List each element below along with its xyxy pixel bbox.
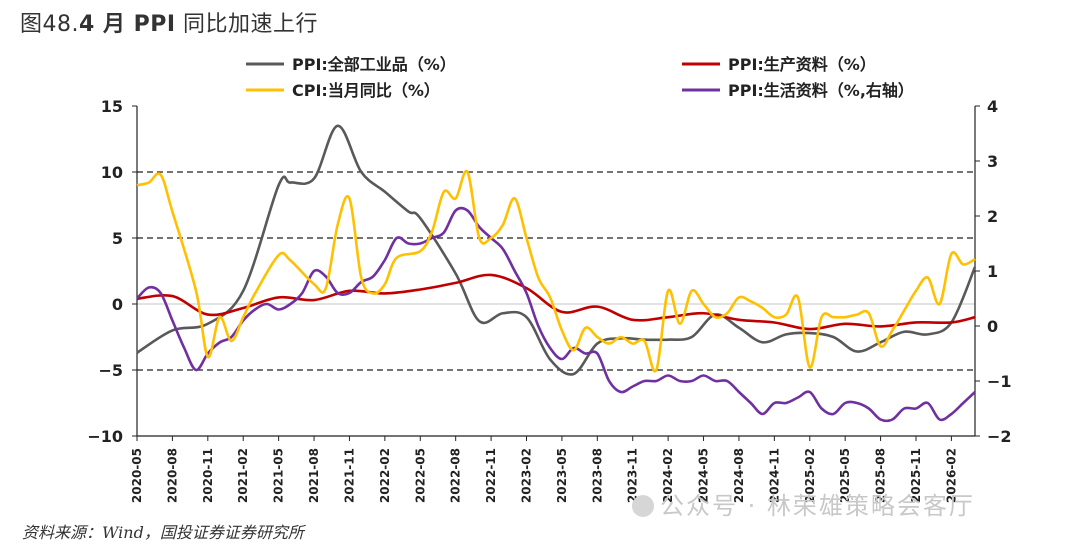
legend-label: CPI:当月同比（%）	[292, 81, 440, 100]
x-tick-label: 2026-02	[944, 448, 958, 503]
x-tick-label: 2025-11	[909, 448, 923, 503]
left-tick-label: −5	[98, 361, 123, 380]
x-tick-label: 2023-11	[626, 448, 640, 503]
left-tick-label: −10	[87, 427, 123, 446]
x-tick-label: 2020-08	[165, 448, 179, 503]
x-tick-label: 2024-11	[767, 448, 781, 503]
series-line-3	[136, 206, 976, 423]
title-suffix: 同比加速上行	[175, 12, 319, 37]
x-tick-label: 2025-05	[838, 448, 852, 503]
legend-label: PPI:全部工业品（%）	[292, 55, 456, 74]
page-title: 图48.4 月 PPI 同比加速上行	[20, 6, 318, 38]
legend-label: PPI:生活资料（%,右轴）	[728, 81, 914, 100]
left-tick-label: 5	[112, 229, 123, 248]
series-line-1	[136, 273, 976, 331]
x-tick-label: 2025-02	[803, 448, 817, 503]
left-tick-label: 0	[112, 295, 123, 314]
title-prefix: 图48.	[20, 12, 79, 37]
x-tick-label: 2021-02	[236, 448, 250, 503]
x-tick-label: 2020-11	[201, 448, 215, 503]
series-line-2	[136, 169, 976, 373]
source-note: 资料来源：Wind，国投证券证券研究所	[22, 523, 304, 542]
x-tick-label: 2022-05	[413, 448, 427, 503]
legend-layer: PPI:全部工业品（%） PPI:生产资料（%） CPI:当月同比（%） PPI:生活…	[246, 55, 914, 100]
series-layer	[136, 124, 977, 423]
x-tick-label: 2023-08	[590, 448, 604, 503]
grid-layer	[137, 171, 975, 371]
right-tick-label: 4	[987, 97, 998, 116]
x-tick-label: 2022-11	[484, 448, 498, 503]
right-tick-label: 2	[987, 207, 998, 226]
x-tick-label: 2023-02	[519, 448, 533, 503]
x-tick-label: 2024-05	[697, 448, 711, 503]
right-tick-label: −1	[987, 372, 1012, 391]
left-tick-label: 10	[101, 163, 123, 182]
x-tick-label: 2024-02	[661, 448, 675, 503]
watermark-text: 公众号 · 林荣雄策略会客厅	[660, 492, 975, 520]
x-tick-label: 2024-08	[732, 448, 746, 503]
left-tick-label: 15	[101, 97, 123, 116]
right-tick-label: 1	[987, 262, 998, 281]
right-tick-label: 0	[987, 317, 998, 336]
x-tick-label: 2021-05	[272, 448, 286, 503]
x-tick-label: 2025-08	[874, 448, 888, 503]
right-tick-label: −2	[987, 427, 1012, 446]
x-tick-label: 2021-08	[307, 448, 321, 503]
x-tick-label: 2022-02	[378, 448, 392, 503]
right-tick-label: 3	[987, 152, 998, 171]
x-tick-label: 2022-08	[449, 448, 463, 503]
watermark: 公众号 · 林荣雄策略会客厅	[632, 486, 975, 521]
series-line-0	[136, 124, 977, 376]
wechat-icon	[632, 495, 654, 517]
x-tick-label: 2021-11	[342, 448, 356, 503]
x-tick-label: 2023-05	[555, 448, 569, 503]
x-tick-label: 2020-05	[130, 448, 144, 503]
legend-label: PPI:生产资料（%）	[728, 55, 876, 74]
title-bold: 4 月 PPI	[79, 12, 176, 37]
